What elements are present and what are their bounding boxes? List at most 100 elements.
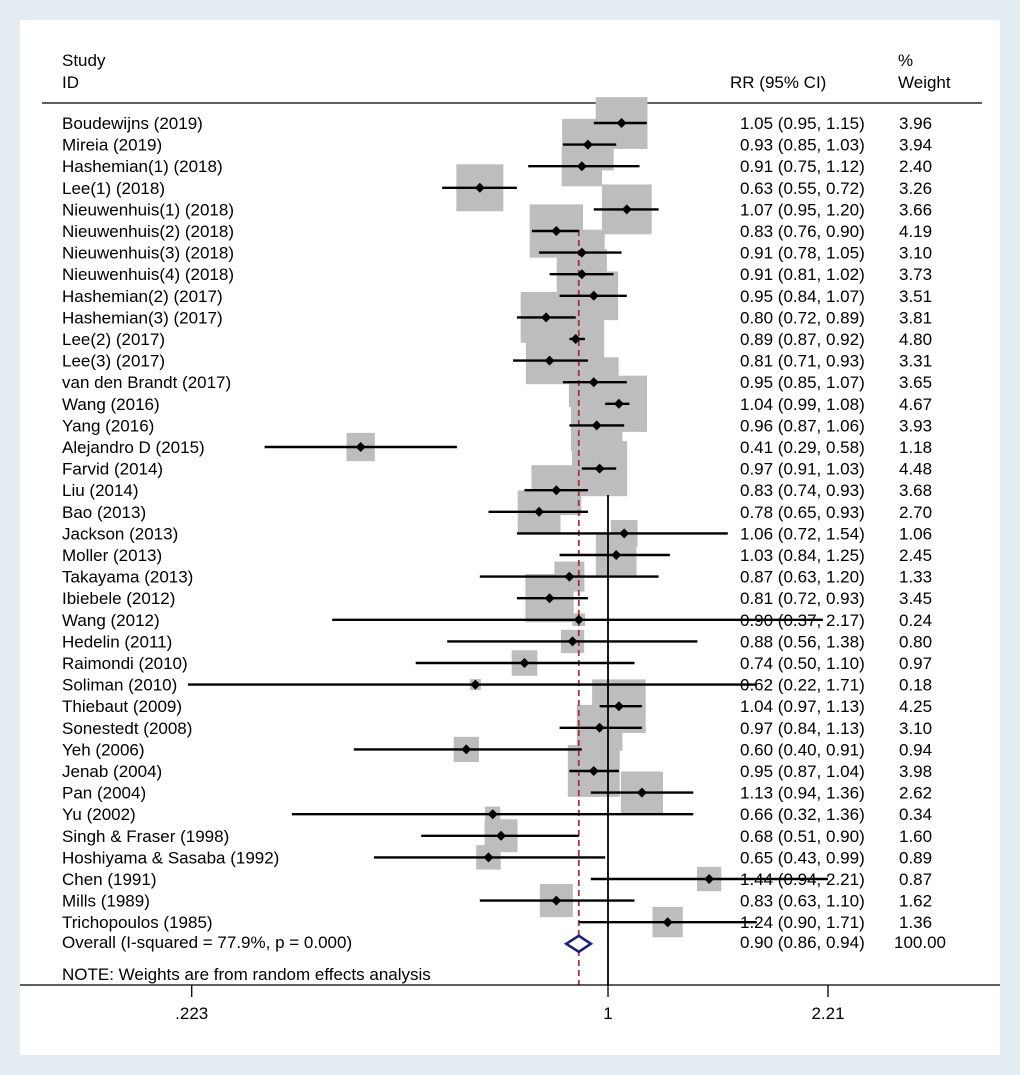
ci-value: 1.44 (0.94, 2.21) — [740, 870, 865, 889]
point-estimate — [461, 744, 472, 755]
study-label: Hashemian(3) (2017) — [62, 308, 223, 327]
study-label: Wang (2012) — [62, 611, 160, 630]
study-label: Mills (1989) — [62, 892, 150, 911]
study-label: van den Brandt (2017) — [62, 373, 231, 392]
study-label: Yeh (2006) — [62, 740, 145, 759]
study-label: Liu (2014) — [62, 481, 139, 500]
study-label: Lee(3) (2017) — [62, 352, 165, 371]
study-label: Hashemian(1) (2018) — [62, 157, 223, 176]
ci-value: 1.03 (0.84, 1.25) — [740, 546, 865, 565]
ci-value: 0.83 (0.74, 0.93) — [740, 481, 865, 500]
point-estimate — [611, 550, 622, 560]
weight-value: 0.89 — [899, 848, 932, 867]
weight-value: 3.94 — [899, 136, 932, 155]
ci-value: 0.41 (0.29, 0.58) — [740, 438, 865, 457]
point-estimate — [570, 334, 581, 344]
x-axis: .223 1 2.21 — [20, 984, 1000, 1023]
overall-ci-text: 0.90 (0.86, 0.94) — [740, 933, 865, 952]
weight-value: 1.62 — [899, 892, 932, 911]
weight-value: 0.24 — [899, 611, 932, 630]
study-label: Takayama (2013) — [62, 568, 193, 587]
header-percent: % — [898, 51, 913, 70]
ci-value: 0.74 (0.50, 1.10) — [740, 654, 865, 673]
point-estimate — [619, 528, 630, 539]
point-estimate — [544, 355, 555, 366]
overall-row: Overall (I-squared = 77.9%, p = 0.000) 0… — [62, 933, 946, 954]
point-estimate — [534, 506, 545, 517]
overall-diamond — [563, 934, 594, 954]
ci-value: 0.95 (0.87, 1.04) — [740, 762, 865, 781]
x-tick-label: 1 — [603, 1004, 612, 1023]
ci-value: 1.05 (0.95, 1.15) — [740, 114, 865, 133]
point-estimate — [487, 809, 498, 820]
weight-value: 3.73 — [899, 265, 932, 284]
study-label: Soliman (2010) — [62, 676, 177, 695]
point-estimate — [551, 895, 562, 906]
weight-value: 2.45 — [899, 546, 932, 565]
study-label: Trichopoulos (1985) — [62, 913, 213, 932]
forest-plot-panel: Study ID RR (95% CI) % Weight Boudewijns… — [20, 20, 1000, 1055]
weight-value: 4.19 — [899, 222, 932, 241]
ci-value: 0.97 (0.84, 1.13) — [740, 719, 865, 738]
weight-value: 4.48 — [899, 460, 932, 479]
study-label: Sonestedt (2008) — [62, 719, 192, 738]
study-label: Alejandro D (2015) — [62, 438, 205, 457]
point-estimate — [470, 679, 481, 690]
note-text: NOTE: Weights are from random effects an… — [62, 965, 431, 984]
point-estimate — [616, 118, 627, 128]
weight-value: 3.31 — [899, 352, 932, 371]
point-estimate — [576, 269, 587, 280]
x-tick-label: 2.21 — [811, 1004, 844, 1023]
overall-label: Overall (I-squared = 77.9%, p = 0.000) — [62, 933, 352, 952]
point-estimate — [576, 247, 587, 258]
ci-value: 1.04 (0.99, 1.08) — [740, 395, 865, 414]
study-label: Singh & Fraser (1998) — [62, 827, 229, 846]
weight-value: 3.26 — [899, 179, 932, 198]
study-label: Lee(1) (2018) — [62, 179, 165, 198]
point-estimate — [613, 701, 624, 712]
weight-value: 3.66 — [899, 200, 932, 219]
study-label: Moller (2013) — [62, 546, 162, 565]
study-label: Jenab (2004) — [62, 762, 162, 781]
point-estimate — [588, 290, 599, 301]
ci-value: 0.60 (0.40, 0.91) — [740, 740, 865, 759]
ci-value: 0.89 (0.87, 0.92) — [740, 330, 865, 349]
point-estimate — [483, 852, 494, 863]
ci-value: 1.04 (0.97, 1.13) — [740, 697, 865, 716]
ci-value: 0.91 (0.75, 1.12) — [740, 157, 865, 176]
weight-value: 3.81 — [899, 308, 932, 327]
study-label: Bao (2013) — [62, 503, 146, 522]
ci-value: 0.97 (0.91, 1.03) — [740, 460, 865, 479]
ci-value: 0.78 (0.65, 0.93) — [740, 503, 865, 522]
study-label: Raimondi (2010) — [62, 654, 188, 673]
ci-value: 1.06 (0.72, 1.54) — [740, 524, 865, 543]
weight-value: 4.80 — [899, 330, 932, 349]
study-label: Farvid (2014) — [62, 460, 163, 479]
study-label: Thiebaut (2009) — [62, 697, 182, 716]
ci-value: 0.95 (0.85, 1.07) — [740, 373, 865, 392]
weight-value: 0.34 — [899, 805, 932, 824]
weight-value: 1.06 — [899, 524, 932, 543]
point-estimate — [496, 830, 507, 841]
point-estimate — [621, 204, 632, 215]
study-label: Nieuwenhuis(4) (2018) — [62, 265, 234, 284]
study-labels: Boudewijns (2019) Mireia (2019) Hashemian(… — [62, 114, 279, 932]
weight-value: 1.36 — [899, 913, 932, 932]
point-estimate — [662, 917, 673, 928]
weight-value: 2.62 — [899, 784, 932, 803]
ci-value: 1.13 (0.94, 1.36) — [740, 784, 865, 803]
weight-value: 3.10 — [899, 244, 932, 263]
ci-value: 0.63 (0.55, 0.72) — [740, 179, 865, 198]
weight-value: 1.18 — [899, 438, 932, 457]
ci-value: 0.81 (0.71, 0.93) — [740, 352, 865, 371]
point-estimate — [582, 139, 593, 150]
ci-value: 0.91 (0.81, 1.02) — [740, 265, 865, 284]
ci-value: 0.93 (0.85, 1.03) — [740, 136, 865, 155]
weight-value: 2.70 — [899, 503, 932, 522]
study-label: Hashemian(2) (2017) — [62, 287, 223, 306]
weight-value: 3.93 — [899, 416, 932, 435]
point-estimate — [613, 398, 624, 409]
point-estimate — [355, 442, 366, 452]
header-weight: Weight — [898, 73, 951, 92]
header-rr: RR (95% CI) — [730, 73, 826, 92]
